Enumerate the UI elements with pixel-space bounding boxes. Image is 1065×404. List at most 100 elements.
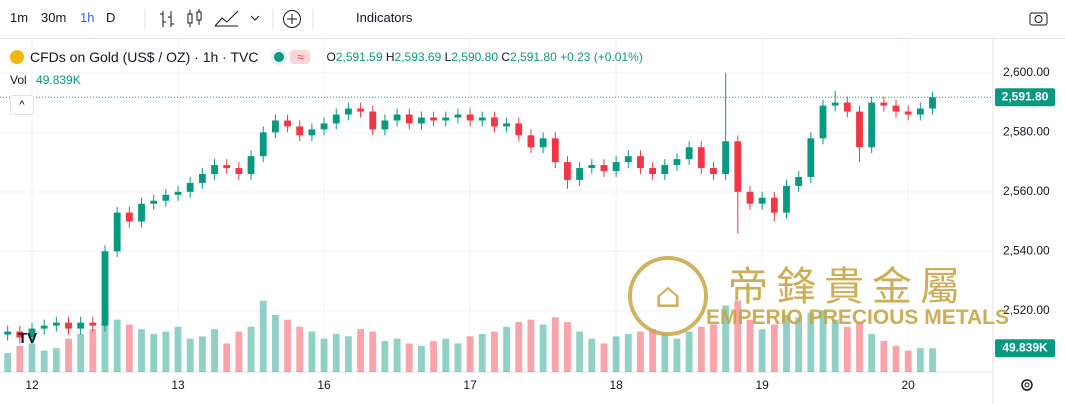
candle-body <box>746 191 754 204</box>
candle-body <box>624 156 632 163</box>
candle-body <box>539 138 547 148</box>
volume-bar <box>491 331 498 372</box>
candle-body <box>138 203 145 222</box>
volume-bar <box>856 322 863 372</box>
volume-bar <box>247 326 255 372</box>
candle-body <box>198 173 206 183</box>
candle-body <box>284 120 291 127</box>
candle-body <box>880 102 888 106</box>
volume-bar <box>28 343 36 372</box>
add-icon[interactable] <box>283 10 301 28</box>
dropdown[interactable] <box>250 15 260 21</box>
volume-bar <box>746 319 754 372</box>
candle-body <box>308 129 316 136</box>
volume-bar <box>843 326 851 372</box>
volume-bar <box>880 341 888 372</box>
candle-body <box>564 162 571 180</box>
volume-bar <box>40 350 48 372</box>
volume-bar <box>892 345 900 372</box>
candle-body <box>503 123 511 127</box>
x-tick-label: 13 <box>171 378 185 392</box>
candle-body <box>783 185 790 213</box>
candle-body <box>211 165 218 174</box>
volume-bar <box>673 338 681 372</box>
candles-icon[interactable] <box>187 9 202 27</box>
candle-body <box>697 147 705 169</box>
settings-icon[interactable] <box>1019 377 1035 393</box>
candle-body <box>320 123 328 130</box>
interval-30m[interactable]: 30m <box>41 10 67 25</box>
volume-bar <box>320 338 328 372</box>
volume-bar <box>588 338 596 372</box>
volume-bar <box>783 314 790 372</box>
collapse-button[interactable]: ^ <box>10 95 34 115</box>
x-tick-label: 17 <box>463 378 477 392</box>
last-volume-label: 49.839K <box>1002 340 1048 354</box>
volume-bar <box>527 319 535 372</box>
bars-icon[interactable] <box>160 11 174 27</box>
volume-bar <box>564 322 571 372</box>
candle-body <box>223 165 231 169</box>
c-label: C <box>501 50 511 64</box>
volume-bar <box>150 333 158 372</box>
l-value: 2,590.80 <box>451 50 499 64</box>
volume-bar <box>904 350 912 372</box>
x-tick-label: 12 <box>25 378 39 392</box>
volume-bar <box>515 322 523 372</box>
volume-bar <box>831 319 839 372</box>
volume-bar <box>770 324 778 372</box>
volume-bar <box>381 341 389 372</box>
candle-body <box>186 182 194 192</box>
volume-bar <box>284 319 291 372</box>
volume-bar <box>332 333 340 372</box>
interval-1m[interactable]: 1m <box>10 10 29 25</box>
candle-body <box>491 117 498 127</box>
interval-1h[interactable]: 1h <box>80 10 95 25</box>
candle-body <box>904 111 912 115</box>
volume-bar <box>478 333 486 372</box>
volume-bar <box>235 331 243 372</box>
candle-body <box>113 212 121 252</box>
candle-body <box>795 176 803 186</box>
candle-body <box>466 114 474 121</box>
candle-body <box>405 114 413 124</box>
candle-body <box>332 114 340 124</box>
candle-body <box>868 102 876 148</box>
candle-body <box>235 168 243 174</box>
y-tick-label: 2,600.00 <box>1003 65 1050 79</box>
volume-bar <box>138 329 145 372</box>
volume-bar <box>868 333 876 372</box>
candle-body <box>929 97 936 109</box>
volume-bar <box>661 333 669 372</box>
candle-body <box>77 322 85 329</box>
volume-bar <box>722 305 730 372</box>
candle-body <box>892 105 900 112</box>
candle-body <box>661 165 669 174</box>
candle-body <box>612 162 620 172</box>
candle-body <box>649 168 657 174</box>
volume-bar <box>430 341 437 372</box>
symbol-name[interactable]: CFDs on Gold (US$ / OZ) · 1h · TVC <box>30 49 259 65</box>
delay-badge: ≈ <box>290 50 311 64</box>
o-label: O <box>326 50 336 64</box>
candle-body <box>673 159 681 166</box>
interval-d[interactable]: D <box>106 10 116 25</box>
volume-bar <box>369 331 377 372</box>
indicators-button[interactable]: Indicators <box>356 10 413 25</box>
volume-bar <box>929 348 936 372</box>
volume-bar <box>186 338 194 372</box>
candle-body <box>685 147 693 160</box>
y-tick-label: 2,540.00 <box>1003 243 1050 257</box>
volume-bar <box>405 343 413 372</box>
y-tick-label: 2,520.00 <box>1003 303 1050 317</box>
volume-bar <box>89 329 97 372</box>
candle-body <box>600 165 608 172</box>
camera-icon[interactable] <box>1028 9 1050 29</box>
area-icon[interactable] <box>214 10 239 27</box>
candle-body <box>527 135 535 148</box>
last-price-label: 2,591.80 <box>1002 89 1049 103</box>
watermark-chinese: 帝鋒貴金屬 <box>728 264 968 310</box>
volume-bar <box>916 348 924 372</box>
